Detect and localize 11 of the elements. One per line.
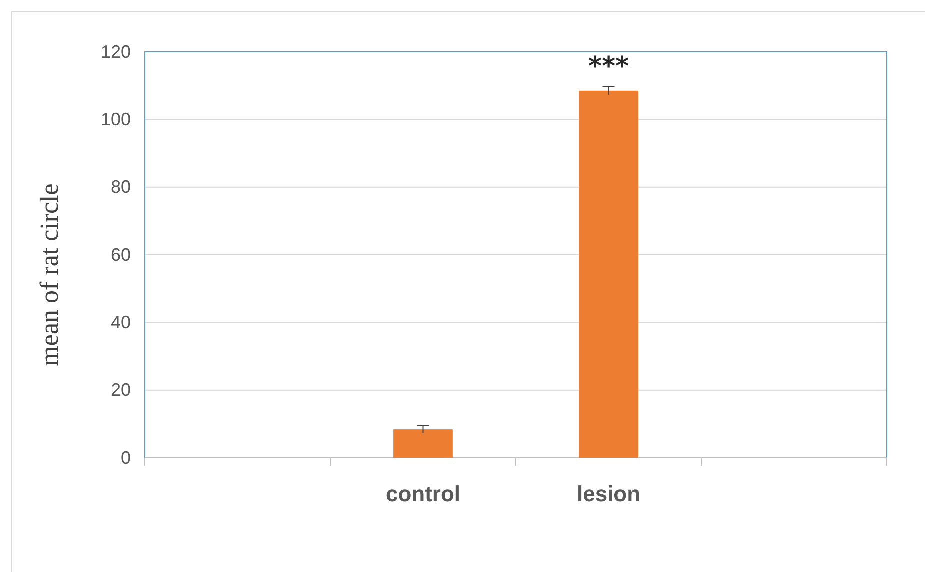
y-tick-label: 80 [110, 177, 131, 198]
y-tick-label: 0 [120, 448, 131, 468]
y-tick-label: 120 [100, 42, 131, 62]
x-tick-label: lesion [576, 482, 641, 507]
y-tick-label: 60 [110, 244, 131, 265]
x-tick-label: control [386, 482, 461, 507]
y-axis-title: mean of rat circle [35, 184, 64, 366]
annotation: *** [588, 52, 630, 82]
y-tick-label: 40 [110, 312, 131, 332]
y-tick-label: 20 [110, 380, 131, 400]
y-tick-label: 100 [100, 109, 131, 130]
